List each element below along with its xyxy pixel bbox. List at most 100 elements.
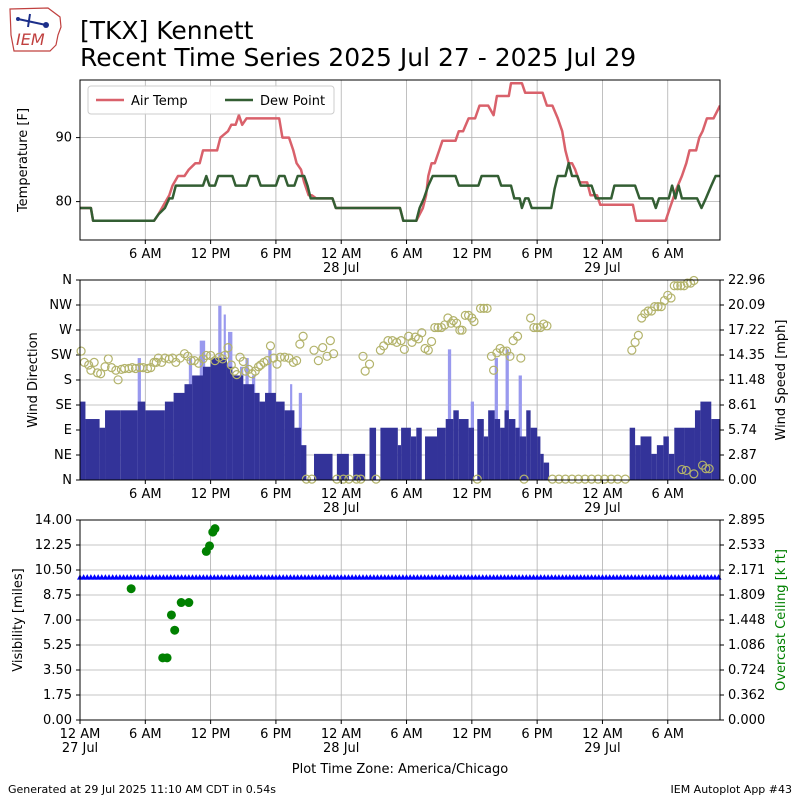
wind-direction-point xyxy=(472,474,482,484)
visibility-tick-label: 8.75 xyxy=(43,588,72,603)
page-subtitle: Recent Time Series 2025 Jul 27 - 2025 Ju… xyxy=(80,43,637,72)
ceiling-tick-label: 0.362 xyxy=(728,688,765,703)
ceiling-tick-label: 1.809 xyxy=(728,588,765,603)
wind-speed-bar xyxy=(530,427,538,480)
wind-direction-point xyxy=(232,369,242,380)
temperature-lines xyxy=(80,81,720,223)
wind-direction-point xyxy=(650,302,660,312)
wind-direction-point xyxy=(89,357,99,368)
ceiling-tick-label: 0.000 xyxy=(728,713,765,728)
wind-direction-point xyxy=(512,331,523,341)
wind-direction-point xyxy=(325,336,335,346)
wind-direction-point xyxy=(643,306,653,316)
wind-direction-point xyxy=(223,342,233,353)
wind-direction-point xyxy=(318,342,328,353)
wind-direction-point xyxy=(627,345,637,355)
visibility-tick-label: 7.00 xyxy=(43,613,72,628)
wind-direction-point xyxy=(399,344,409,354)
wind-direction-markers xyxy=(76,275,714,484)
x-tick-label: 12 PM xyxy=(191,727,231,742)
wind-direction-point xyxy=(529,322,539,333)
wind-direction-point xyxy=(280,352,290,362)
wind-speed-bar xyxy=(202,366,211,480)
visibility-point xyxy=(715,574,722,580)
wind-gust-bar xyxy=(518,375,522,480)
temperature-panel xyxy=(79,79,721,241)
x-tick-label: 12 AM xyxy=(321,487,362,502)
wind-direction-point xyxy=(76,346,86,356)
wind-speed-bar xyxy=(711,419,720,480)
wind-direction-point xyxy=(505,351,515,361)
visibility-tick-label: 14.00 xyxy=(35,513,72,528)
y-tick-label: 90 xyxy=(55,131,72,146)
wind-speed-bar xyxy=(120,410,138,480)
ceiling-tick-label: 1.086 xyxy=(728,638,765,653)
wind-direction-point xyxy=(313,356,323,366)
x-tick-sublabel: 29 Jul xyxy=(584,501,620,516)
wind-direction-point xyxy=(96,369,106,379)
x-tick-label: 12 AM xyxy=(321,727,362,742)
wind-speed-bar xyxy=(275,401,285,480)
x-tick-label: 12 AM xyxy=(582,247,623,262)
wind-speed-tick-label: 0.00 xyxy=(728,473,757,488)
wind-direction-point xyxy=(84,360,94,370)
visibility-axis-label: Visibility [miles] xyxy=(11,568,26,671)
wind-direction-point xyxy=(329,349,339,359)
y-tick-label: 80 xyxy=(55,195,72,210)
wind-speed-tick-label: 2.87 xyxy=(728,448,757,463)
wind-direction-point xyxy=(220,350,230,361)
wind-direction-point xyxy=(301,474,311,484)
visibility-tick-label: 3.50 xyxy=(43,663,72,678)
wind-direction-point xyxy=(689,275,699,286)
timezone-label: Plot Time Zone: America/Chicago xyxy=(291,762,509,777)
wind-direction-tick-label: SE xyxy=(56,398,72,413)
wind-direction-point xyxy=(417,328,427,338)
wind-direction-point xyxy=(295,339,305,349)
wind-direction-tick-label: N xyxy=(62,273,72,288)
ceiling-tick-label: 1.448 xyxy=(728,613,765,628)
ceiling-point xyxy=(170,625,180,635)
wind-speed-bar xyxy=(504,410,509,480)
wind-direction-point xyxy=(291,356,302,366)
wind-speed-bar xyxy=(210,358,227,480)
x-tick-label: 6 PM xyxy=(260,727,291,742)
x-tick-sublabel: 28 Jul xyxy=(323,741,359,756)
wind-speed-tick-label: 22.96 xyxy=(728,273,765,288)
wind-speed-bar xyxy=(663,436,669,480)
wind-direction-point xyxy=(542,321,552,331)
logo-label: IEM xyxy=(16,30,45,49)
wind-direction-point xyxy=(100,362,110,372)
wind-direction-point xyxy=(103,354,113,364)
wind-speed-bar xyxy=(314,453,333,480)
wind-direction-tick-label: S xyxy=(64,373,72,388)
wind-speed-bar xyxy=(284,410,295,480)
wind-speed-bar xyxy=(145,410,165,480)
wind-speed-bar xyxy=(184,384,193,480)
x-tick-label: 6 AM xyxy=(651,487,684,502)
wind-direction-point xyxy=(383,336,393,346)
wind-speed-bar xyxy=(445,419,454,480)
wind-speed-bar xyxy=(105,410,121,480)
x-tick-label: 6 AM xyxy=(129,247,162,262)
wind-direction-point xyxy=(387,336,397,346)
wind-direction-point xyxy=(358,351,368,361)
x-tick-sublabel: 29 Jul xyxy=(584,261,620,276)
wind-direction-point xyxy=(201,350,211,361)
x-tick-label: 6 AM xyxy=(129,487,162,502)
wind-direction-point xyxy=(560,474,571,484)
x-tick-label: 12 PM xyxy=(452,487,492,502)
ceiling-point xyxy=(205,541,215,551)
ceiling-point xyxy=(166,610,176,620)
wind-direction-point xyxy=(498,346,509,356)
ceiling-series xyxy=(126,524,220,663)
wind-direction-point xyxy=(547,474,557,484)
wind-panel xyxy=(79,279,721,481)
x-tick-label: 6 PM xyxy=(260,247,291,262)
wind-direction-point xyxy=(457,325,467,335)
visibility-tick-label: 0.00 xyxy=(43,713,72,728)
wind-direction-point xyxy=(516,353,526,363)
wind-direction-point xyxy=(469,316,479,327)
wind-speed-bar xyxy=(494,419,501,480)
wind-speed-bar xyxy=(369,427,377,480)
